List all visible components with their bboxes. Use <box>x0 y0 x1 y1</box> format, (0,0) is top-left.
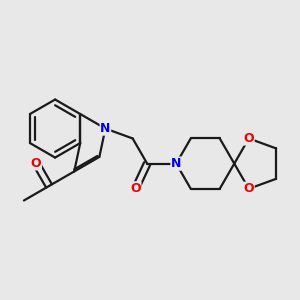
Text: O: O <box>244 182 254 195</box>
Text: O: O <box>130 182 141 195</box>
Text: N: N <box>171 157 181 170</box>
Text: O: O <box>244 132 254 145</box>
Text: O: O <box>31 157 41 170</box>
Text: N: N <box>100 122 111 135</box>
